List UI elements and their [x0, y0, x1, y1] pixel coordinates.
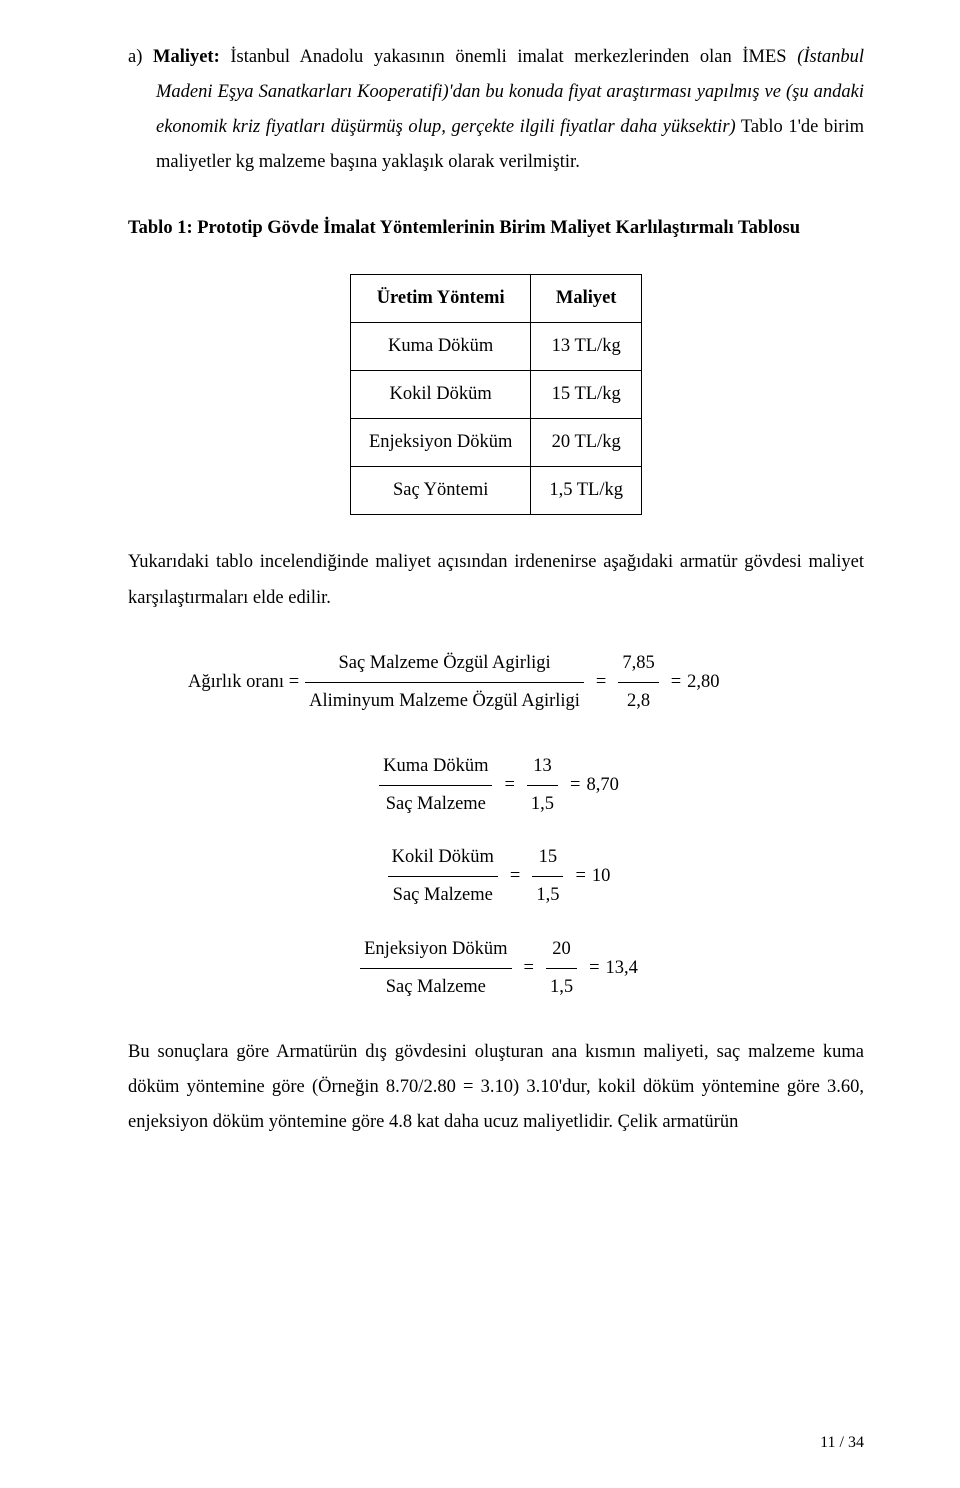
fraction-bar [532, 876, 563, 877]
eq-result: 13,4 [606, 951, 638, 986]
fraction-num: Kuma Döküm [379, 749, 492, 784]
fraction: Enjeksiyon Döküm Saç Malzeme [360, 932, 511, 1005]
table-cell-method: Kokil Döküm [350, 370, 530, 418]
fraction-num: 7,85 [618, 646, 658, 681]
equals-sign: = [575, 859, 585, 894]
page-number: 11 / 34 [820, 1428, 864, 1458]
fraction-bar [305, 682, 584, 683]
fraction: 20 1,5 [546, 932, 577, 1005]
equals-sign: = [596, 665, 606, 700]
fraction-den: Saç Malzeme [389, 878, 497, 913]
cost-table: Üretim Yöntemi Maliyet Kuma Döküm 13 TL/… [350, 274, 642, 516]
fraction: 7,85 2,8 [618, 646, 658, 719]
table-cell-cost: 15 TL/kg [531, 370, 642, 418]
equation-row: Kuma Döküm Saç Malzeme = 13 1,5 = 8,70 [128, 749, 864, 822]
fraction-den: 1,5 [527, 787, 558, 822]
eq-result: 8,70 [586, 768, 618, 803]
list-marker: a) [128, 47, 153, 67]
fraction-num: Saç Malzeme Özgül Agirligi [334, 646, 554, 681]
equals-sign: = [671, 665, 681, 700]
fraction-num: 20 [548, 932, 575, 967]
eq-result: 2,80 [687, 665, 719, 700]
fraction: Kuma Döküm Saç Malzeme [379, 749, 492, 822]
table-cell-cost: 20 TL/kg [531, 419, 642, 467]
fraction-den: Saç Malzeme [382, 787, 490, 822]
fraction-den: 1,5 [546, 970, 577, 1005]
fraction-bar [379, 785, 492, 786]
equals-sign: = [504, 768, 514, 803]
fraction-num: Kokil Döküm [388, 840, 498, 875]
table-header-row: Üretim Yöntemi Maliyet [350, 274, 641, 322]
table-cell-method: Kuma Döküm [350, 322, 530, 370]
fraction: Kokil Döküm Saç Malzeme [388, 840, 498, 913]
eq-result: 10 [592, 859, 611, 894]
equals-sign: = [589, 951, 599, 986]
equation-cost-ratios: Kuma Döküm Saç Malzeme = 13 1,5 = 8,70 K… [128, 749, 864, 1005]
fraction: 13 1,5 [527, 749, 558, 822]
table-row: Kuma Döküm 13 TL/kg [350, 322, 641, 370]
equals-sign: = [524, 951, 534, 986]
table-cell-cost: 1,5 TL/kg [531, 467, 642, 515]
table-cell-method: Enjeksiyon Döküm [350, 419, 530, 467]
fraction-bar [618, 682, 658, 683]
table-header-method: Üretim Yöntemi [350, 274, 530, 322]
fraction-bar [527, 785, 558, 786]
table-caption: Tablo 1: Prototip Gövde İmalat Yöntemler… [128, 211, 864, 246]
equation-weight-ratio: Ağırlık oranı = Saç Malzeme Özgül Agirli… [128, 646, 864, 719]
fraction-bar [360, 968, 511, 969]
eq-label: Ağırlık oranı = [188, 665, 299, 700]
paragraph-conclusion: Bu sonuçlara göre Armatürün dış gövdesin… [128, 1035, 864, 1140]
table-row: Enjeksiyon Döküm 20 TL/kg [350, 419, 641, 467]
table-header-cost: Maliyet [531, 274, 642, 322]
fraction-num: Enjeksiyon Döküm [360, 932, 511, 967]
fraction-den: 2,8 [623, 684, 654, 719]
fraction: Saç Malzeme Özgül Agirligi Aliminyum Mal… [305, 646, 584, 719]
equation-row: Enjeksiyon Döküm Saç Malzeme = 20 1,5 = … [128, 932, 864, 1005]
maliyet-label: Maliyet: [153, 47, 220, 67]
fraction-bar [388, 876, 498, 877]
paragraph-maliyet: a) Maliyet: İstanbul Anadolu yakasının ö… [128, 40, 864, 181]
table-row: Kokil Döküm 15 TL/kg [350, 370, 641, 418]
document-page: a) Maliyet: İstanbul Anadolu yakasının ö… [0, 0, 960, 1488]
fraction-den: 1,5 [532, 878, 563, 913]
table-cell-method: Saç Yöntemi [350, 467, 530, 515]
paragraph-analysis: Yukarıdaki tablo incelendiğinde maliyet … [128, 545, 864, 615]
fraction-num: 15 [535, 840, 562, 875]
equation-row: Ağırlık oranı = Saç Malzeme Özgül Agirli… [128, 646, 864, 719]
table-cell-cost: 13 TL/kg [531, 322, 642, 370]
equation-row: Kokil Döküm Saç Malzeme = 15 1,5 = 10 [128, 840, 864, 913]
fraction-bar [546, 968, 577, 969]
equals-sign: = [510, 859, 520, 894]
fraction-den: Saç Malzeme [382, 970, 490, 1005]
fraction-den: Aliminyum Malzeme Özgül Agirligi [305, 684, 584, 719]
fraction: 15 1,5 [532, 840, 563, 913]
fraction-num: 13 [529, 749, 556, 784]
para1-before-italic: İstanbul Anadolu yakasının önemli imalat… [220, 47, 797, 67]
table-row: Saç Yöntemi 1,5 TL/kg [350, 467, 641, 515]
equals-sign: = [570, 768, 580, 803]
